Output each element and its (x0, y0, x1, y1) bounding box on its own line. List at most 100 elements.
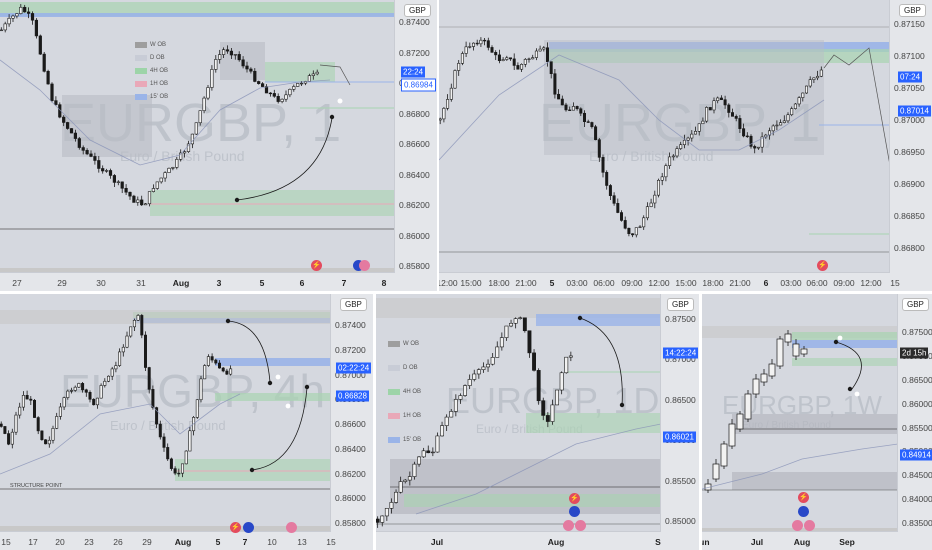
candle-body (407, 476, 412, 481)
price-tick-label: 0.87400 (399, 17, 430, 27)
candle-body (257, 81, 261, 84)
dividend-icon[interactable] (359, 260, 370, 271)
projection-arrow (236, 117, 333, 201)
candle-body (701, 120, 705, 125)
candle-body (579, 108, 583, 114)
price-axis[interactable]: 0.875000.870000.865000.860000.855000.850… (660, 294, 699, 550)
candle-body (590, 122, 594, 128)
dividend-icon[interactable] (563, 520, 574, 531)
candle-body (398, 481, 403, 493)
price-axis[interactable]: 0.875000.870000.865000.860000.855000.850… (897, 294, 932, 550)
last-price-tag: 0.86828 (336, 390, 369, 402)
candle-body (55, 416, 59, 429)
flash-icon[interactable]: ⚡ (798, 492, 809, 503)
candle-body (490, 357, 495, 365)
chart-panel-1w[interactable]: EURGBP, 1W Euro / British Pound 0.875000… (702, 294, 932, 550)
projection-arrow (251, 387, 308, 471)
price-axis[interactable]: 0.87150 0.87100 0.87050 0.87000 0.86950 0.869… (889, 0, 932, 291)
time-axis[interactable]: Jul Aug S (376, 531, 661, 550)
candle-body (679, 144, 683, 149)
candle-body (101, 168, 105, 172)
time-tick-label: 29 (142, 537, 152, 547)
time-axis[interactable]: 27 29 30 31 Aug 3 5 6 7 8 (0, 272, 395, 291)
chart-panel-1d[interactable]: EURGBP, 1D Euro / British Pound W OBD OB… (376, 294, 699, 550)
time-axis[interactable]: Jun Jul Aug Sep (702, 531, 898, 550)
projection-point (847, 386, 853, 392)
candle-body (253, 70, 257, 82)
event-icon[interactable] (798, 506, 809, 517)
candle-body (712, 463, 720, 480)
candle-body (494, 52, 498, 56)
candle-body (608, 185, 612, 196)
dividend-icon[interactable] (286, 522, 297, 533)
price-tick-label: 0.87050 (894, 83, 925, 93)
event-icon[interactable] (243, 522, 254, 533)
candle-body (66, 122, 70, 129)
legend-swatch (388, 365, 400, 371)
price-chart-1h[interactable] (0, 0, 395, 273)
price-chart-1d[interactable] (376, 294, 661, 532)
candle-body (497, 54, 501, 62)
time-tick-label: 15 (1, 537, 11, 547)
price-chart-15m[interactable] (439, 0, 890, 273)
dividend-icon[interactable] (804, 520, 815, 531)
dividend-icon[interactable] (792, 520, 803, 531)
ob-zone-4h (0, 2, 395, 16)
event-icon[interactable] (353, 260, 364, 271)
legend-label: 4H OB (403, 389, 422, 395)
candle-body (34, 19, 38, 37)
flash-icon[interactable]: ⚡ (817, 260, 828, 271)
legend-swatch (135, 80, 147, 87)
candle-body (7, 433, 11, 445)
flash-icon[interactable]: ⚡ (311, 260, 322, 271)
candle-body (384, 508, 389, 517)
candle-body (775, 124, 779, 127)
ob-zone-4h (792, 358, 898, 366)
legend-label: 15' OB (403, 437, 422, 443)
candle-body (260, 83, 265, 87)
candle-body (784, 333, 792, 343)
price-axis[interactable]: 0.874000.872000.870000.868000.866000.864… (330, 294, 373, 550)
candle-body (782, 120, 786, 123)
candle-body (464, 46, 468, 54)
time-axis[interactable]: 12:0015:0018:0021:00503:0006:0009:0012:0… (439, 272, 900, 291)
flash-icon[interactable]: ⚡ (230, 522, 241, 533)
candle-body (284, 94, 288, 100)
candle-body (42, 53, 46, 72)
flash-icon[interactable]: ⚡ (569, 493, 580, 504)
ob-zone-4h (404, 494, 661, 507)
candle-body (95, 397, 99, 406)
candle-body (779, 122, 783, 126)
candle-body (749, 135, 753, 147)
candle-body (682, 139, 686, 146)
dividend-icon[interactable] (575, 520, 586, 531)
candle-body (30, 13, 35, 21)
chart-panel-1h[interactable]: EURGBP, 1 Euro / British Pound W OBD OB4… (0, 0, 437, 291)
candle-body (675, 148, 679, 157)
candle-body (32, 399, 36, 418)
projection-point (304, 384, 310, 390)
candle-body (505, 57, 509, 60)
candle-body (457, 63, 461, 71)
candle-body (499, 337, 504, 348)
candle-body (708, 107, 712, 111)
candle-body (738, 118, 742, 129)
chart-panel-4h[interactable]: EURGBP, 4h Euro / British Pound STRUCTUR… (0, 294, 373, 550)
candle-body (520, 64, 524, 70)
event-icon[interactable] (569, 506, 580, 517)
candle-body (439, 118, 442, 121)
price-tick-label: 0.86950 (894, 147, 925, 157)
candle-body (132, 319, 136, 328)
chart-panel-15m[interactable]: EURGBP, 1 Euro / British Pound 0.87150 0.… (439, 0, 932, 291)
price-chart-4h[interactable] (0, 294, 331, 532)
candle-body (92, 398, 96, 406)
candle-body (504, 325, 509, 338)
time-tick-label: 10 (267, 537, 277, 547)
ob-zone-d (62, 95, 152, 157)
candle-body (560, 98, 564, 106)
price-tick-label: 0.87200 (399, 47, 430, 58)
legend-swatch (388, 341, 400, 347)
candle-body (594, 126, 598, 141)
time-axis[interactable]: 15 17 20 23 26 29 Aug 5 7 10 13 15 (0, 531, 336, 550)
price-axis[interactable]: 0.874000.872000.870000.868000.866000.864… (394, 0, 437, 291)
